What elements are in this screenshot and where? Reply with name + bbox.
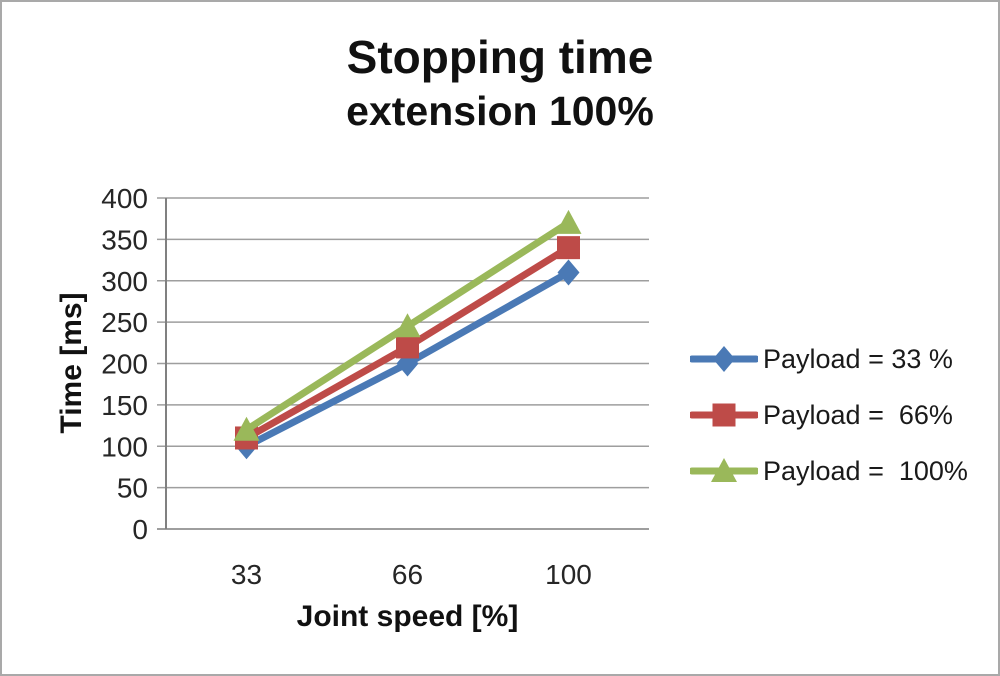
- x-tick-label: 100: [545, 559, 592, 590]
- y-tick-label: 50: [117, 473, 148, 504]
- legend-row: Payload = 100%: [690, 455, 968, 486]
- legend-row: Payload = 66%: [690, 399, 968, 430]
- x-tick-label: 33: [231, 559, 262, 590]
- y-tick-label: 400: [101, 183, 148, 214]
- legend-key-triangle-icon: [690, 458, 758, 482]
- x-tick-label: 66: [392, 559, 423, 590]
- y-tick-label: 200: [101, 349, 148, 380]
- chart-subtitle: extension 100%: [346, 88, 654, 134]
- legend-key-square-icon: [690, 403, 758, 427]
- y-tick-label: 300: [101, 266, 148, 297]
- legend-key-diamond-icon: [690, 346, 758, 372]
- square-marker-icon: [557, 236, 580, 260]
- legend-square-marker-icon: [712, 403, 736, 427]
- chart-title: Stopping time: [346, 31, 654, 83]
- y-tick-label: 150: [101, 390, 148, 421]
- x-axis-title: Joint speed [%]: [296, 600, 519, 633]
- legend-label: Payload = 100%: [763, 455, 968, 486]
- y-tick-label: 0: [132, 514, 148, 545]
- square-marker-icon: [396, 335, 419, 359]
- legend: Payload = 33 % Payload = 66% Payload = 100…: [690, 343, 968, 486]
- legend-triangle-marker-icon: [711, 458, 737, 482]
- legend-diamond-marker-icon: [713, 346, 735, 372]
- triangle-marker-icon: [394, 313, 421, 338]
- legend-row: Payload = 33 %: [690, 343, 968, 374]
- y-tick-label: 350: [101, 224, 148, 255]
- triangle-marker-icon: [555, 209, 582, 234]
- y-tick-label: 250: [101, 307, 148, 338]
- y-axis-title: Time [ms]: [55, 292, 88, 434]
- chart-title-block: Stopping time extension 100%: [2, 28, 998, 136]
- y-tick-label: 100: [101, 431, 148, 462]
- triangle-marker-icon: [233, 416, 260, 441]
- legend-label: Payload = 33 %: [763, 343, 953, 374]
- diamond-marker-icon: [557, 259, 580, 286]
- legend-label: Payload = 66%: [763, 399, 953, 430]
